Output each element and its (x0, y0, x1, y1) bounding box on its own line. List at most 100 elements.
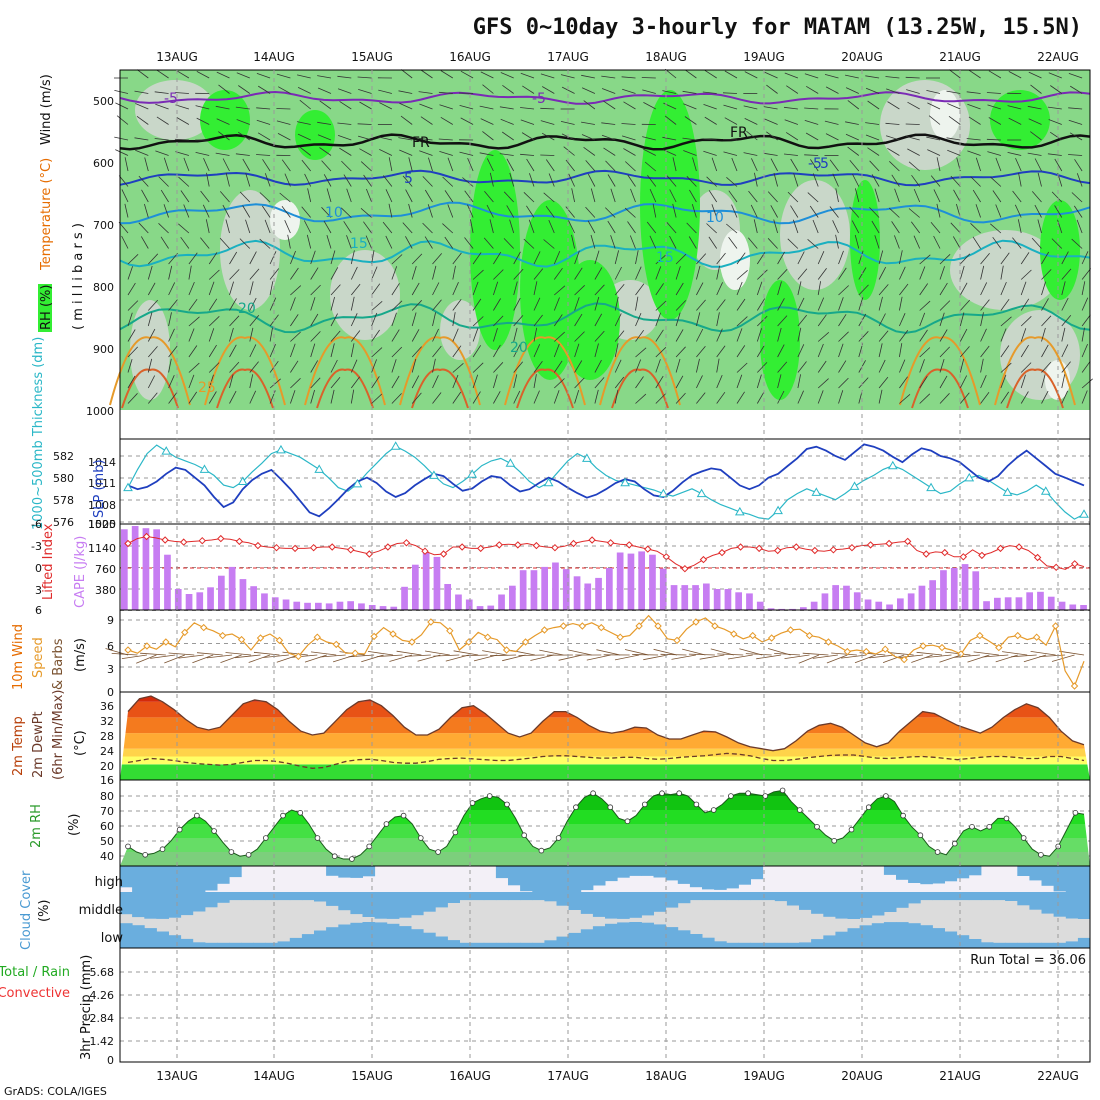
precip-tick: 0 (107, 1054, 114, 1067)
wind-barb (520, 107, 535, 110)
wind-barb (635, 283, 645, 296)
wind-barb (506, 158, 515, 172)
cloud-cell-high (653, 866, 667, 878)
lifted-index-marker (848, 543, 856, 552)
wind-barb (594, 250, 600, 265)
wind-barb (541, 132, 555, 141)
cloud-cell-low (1041, 942, 1055, 948)
wind-barb (838, 360, 847, 373)
rh-marker (194, 812, 200, 819)
rh-marker (417, 835, 424, 841)
wind-barb (641, 77, 656, 79)
date-tick-top: 22AUG (1037, 50, 1079, 64)
isotherm-25 (204, 336, 286, 406)
cape-tick: 760 (95, 563, 116, 576)
wind-barb (1037, 219, 1042, 234)
cloud-cell-middle (483, 892, 497, 901)
wind-barb (847, 146, 860, 156)
rh-axis-label: 2m RH (29, 804, 44, 848)
thickness-marker (543, 477, 554, 487)
wind-barb (411, 300, 422, 311)
wind-barb (350, 343, 355, 358)
below-surface-area (120, 410, 1090, 439)
isotherm-15 (119, 239, 1091, 268)
cloud-cell-low (447, 940, 460, 948)
cape-bar (778, 608, 786, 610)
cape-bar (1080, 605, 1087, 610)
wind-barb (391, 346, 403, 358)
wind-barb (817, 314, 827, 327)
wind-barb (966, 91, 981, 94)
cloud-cell-low (471, 942, 485, 948)
wind-speed-marker (995, 643, 1003, 652)
wind-speed-marker (370, 632, 378, 641)
wind-barb (284, 173, 291, 187)
wind-barb (357, 123, 372, 125)
wind-barb (269, 251, 277, 265)
rh-pale-region (780, 180, 850, 290)
wind-barb (852, 173, 860, 187)
wind-barb (147, 392, 158, 404)
wind-barb-10m (802, 652, 829, 656)
cloud-cell-low (132, 925, 145, 948)
li-tick: 6 (35, 604, 42, 617)
wind-barb (891, 221, 900, 234)
wind-barb (174, 138, 189, 141)
wind-barb (623, 101, 636, 110)
wind-barb (939, 282, 948, 296)
date-tick-bottom: 14AUG (253, 1069, 295, 1083)
wind-barb (155, 103, 169, 110)
cloud-cell-low (253, 942, 266, 948)
cape-bar (756, 601, 764, 610)
wind-barb (115, 102, 129, 110)
wind-barb (804, 154, 819, 156)
li-tick: -6 (31, 518, 42, 531)
wind-barb (731, 157, 738, 172)
wind-barb (835, 188, 839, 203)
cloud-cell-low (653, 924, 667, 948)
thickness-marker (314, 464, 325, 473)
wind-barb (1061, 374, 1066, 389)
wind-barb (134, 90, 149, 94)
cape-bar (595, 577, 602, 610)
wind-barb (858, 250, 864, 265)
wind-barb (1012, 237, 1022, 249)
wind-barb (967, 103, 981, 110)
cloud-cell-high (641, 866, 654, 876)
wind-barb-10m (859, 652, 886, 656)
cape-bar (1047, 596, 1055, 610)
rh-marker (728, 793, 734, 799)
wind-barb (502, 84, 514, 94)
wind-barb (838, 377, 849, 389)
wind-barb (297, 87, 311, 94)
wind-barb (736, 391, 745, 404)
wind-barb (533, 268, 544, 280)
wind-barb (371, 393, 383, 404)
wind-barb (817, 390, 824, 404)
wind-barb (878, 343, 883, 358)
wind-barb (188, 265, 192, 280)
wind-barb (350, 359, 358, 373)
wind-barb (953, 189, 961, 203)
cloud-cell-high (677, 866, 691, 884)
rh-marker (228, 849, 235, 855)
wind-barb (959, 282, 968, 296)
lifted-index-marker (439, 550, 448, 558)
wind-barb (158, 223, 169, 234)
wind-barb-10m (688, 653, 715, 656)
cape-bar (681, 585, 689, 610)
cloud-cell-high (665, 866, 679, 881)
wind-barb (391, 254, 403, 265)
wind-barb (553, 314, 563, 327)
wind-barb-10m (586, 654, 611, 661)
freezing-level-label: FR (730, 125, 748, 141)
lifted-index-marker (774, 546, 782, 555)
wind-barb (154, 138, 169, 141)
wind-barb (343, 174, 352, 187)
cape-bar (131, 526, 139, 610)
rh-marker (125, 843, 131, 850)
cape-bar (1037, 591, 1044, 610)
wind-speed-marker (275, 636, 284, 645)
wind-barb (363, 174, 372, 187)
wind-barb (849, 206, 860, 218)
